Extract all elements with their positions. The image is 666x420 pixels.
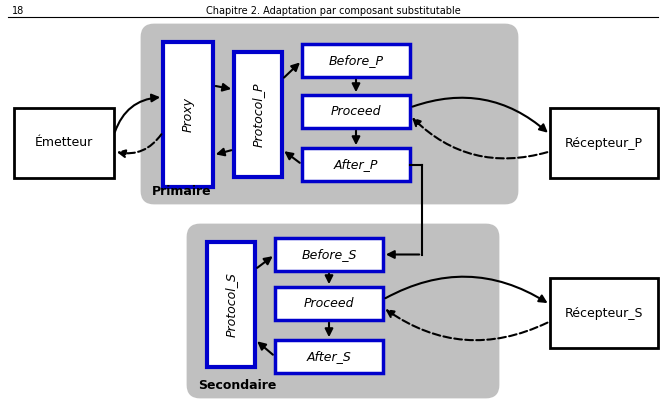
FancyArrowPatch shape	[414, 119, 547, 158]
FancyBboxPatch shape	[275, 287, 383, 320]
FancyArrowPatch shape	[386, 277, 545, 302]
Text: Proceed: Proceed	[331, 105, 381, 118]
Text: After_S: After_S	[306, 350, 352, 363]
FancyArrowPatch shape	[326, 274, 332, 282]
FancyArrowPatch shape	[259, 343, 273, 355]
FancyBboxPatch shape	[302, 148, 410, 181]
FancyArrowPatch shape	[257, 257, 271, 268]
FancyArrowPatch shape	[353, 131, 360, 143]
FancyArrowPatch shape	[413, 98, 546, 131]
FancyBboxPatch shape	[207, 242, 255, 367]
Text: Before_P: Before_P	[328, 54, 384, 67]
FancyBboxPatch shape	[550, 108, 658, 178]
FancyArrowPatch shape	[326, 323, 332, 335]
FancyBboxPatch shape	[275, 340, 383, 373]
FancyArrowPatch shape	[388, 251, 419, 258]
FancyBboxPatch shape	[142, 25, 517, 203]
Text: Proxy: Proxy	[182, 97, 194, 132]
Text: Récepteur_S: Récepteur_S	[565, 307, 643, 320]
FancyBboxPatch shape	[275, 238, 383, 271]
Text: 18: 18	[12, 6, 24, 16]
FancyArrowPatch shape	[387, 310, 547, 340]
Text: Primaire: Primaire	[152, 185, 212, 198]
Text: Protocol_S: Protocol_S	[224, 272, 238, 337]
FancyArrowPatch shape	[115, 94, 158, 132]
Text: Émetteur: Émetteur	[35, 136, 93, 150]
FancyArrowPatch shape	[353, 80, 360, 90]
FancyBboxPatch shape	[163, 42, 213, 187]
Text: Chapitre 2. Adaptation par composant substitutable: Chapitre 2. Adaptation par composant sub…	[206, 6, 460, 16]
FancyArrowPatch shape	[216, 84, 229, 91]
Text: Proceed: Proceed	[304, 297, 354, 310]
FancyBboxPatch shape	[550, 278, 658, 348]
Text: Récepteur_P: Récepteur_P	[565, 136, 643, 150]
FancyArrowPatch shape	[286, 152, 300, 163]
Text: After_P: After_P	[334, 158, 378, 171]
FancyBboxPatch shape	[302, 44, 410, 77]
Text: Secondaire: Secondaire	[198, 379, 276, 392]
FancyArrowPatch shape	[284, 64, 298, 78]
FancyBboxPatch shape	[302, 95, 410, 128]
FancyBboxPatch shape	[14, 108, 114, 178]
FancyBboxPatch shape	[234, 52, 282, 177]
FancyArrowPatch shape	[119, 134, 161, 157]
Text: Protocol_P: Protocol_P	[252, 82, 264, 147]
FancyBboxPatch shape	[188, 225, 498, 397]
Text: Before_S: Before_S	[301, 248, 357, 261]
FancyArrowPatch shape	[218, 149, 231, 155]
